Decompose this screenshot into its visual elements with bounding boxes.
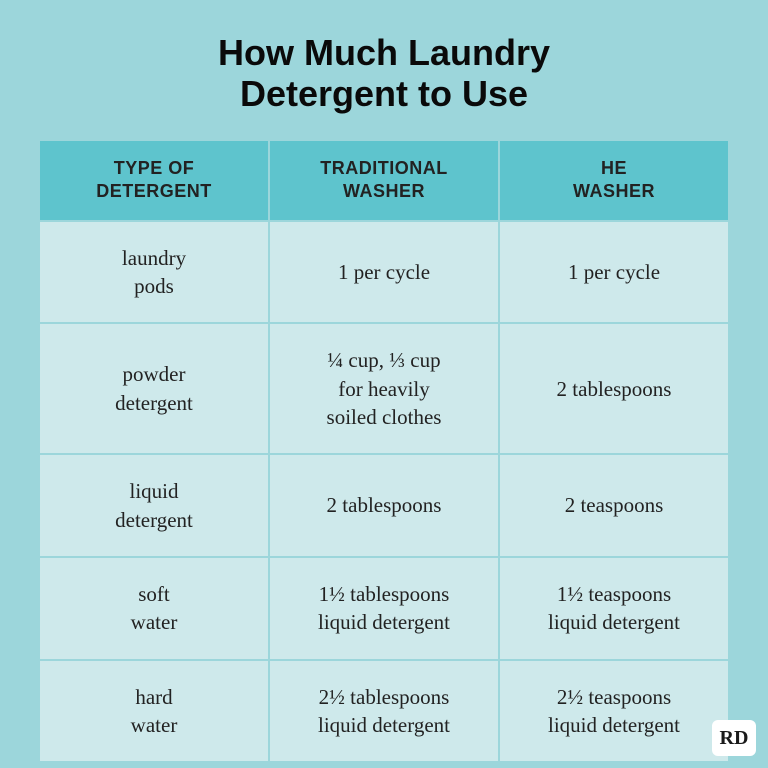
table-body: laundrypods 1 per cycle 1 per cycle powd…: [39, 221, 729, 763]
col-header-he: HEWASHER: [499, 140, 729, 221]
table-row: liquiddetergent 2 tablespoons 2 teaspoon…: [39, 454, 729, 557]
table-row: hardwater 2½ tablespoonsliquid detergent…: [39, 660, 729, 763]
cell-he: 2 tablespoons: [499, 323, 729, 454]
page-title: How Much Laundry Detergent to Use: [38, 32, 730, 115]
cell-he: 1½ teaspoonsliquid detergent: [499, 557, 729, 660]
detergent-table: TYPE OFDETERGENT TRADITIONALWASHER HEWAS…: [38, 139, 730, 764]
cell-type: hardwater: [39, 660, 269, 763]
cell-he: 2 teaspoons: [499, 454, 729, 557]
cell-type: liquiddetergent: [39, 454, 269, 557]
logo-text: RD: [720, 727, 749, 750]
cell-traditional: 2 tablespoons: [269, 454, 499, 557]
table-row: laundrypods 1 per cycle 1 per cycle: [39, 221, 729, 324]
cell-traditional: 2½ tablespoonsliquid detergent: [269, 660, 499, 763]
table-header: TYPE OFDETERGENT TRADITIONALWASHER HEWAS…: [39, 140, 729, 221]
table-row: softwater 1½ tablespoonsliquid detergent…: [39, 557, 729, 660]
cell-type: powderdetergent: [39, 323, 269, 454]
col-header-traditional: TRADITIONALWASHER: [269, 140, 499, 221]
title-line-2: Detergent to Use: [240, 73, 528, 114]
rd-logo: RD: [712, 720, 756, 756]
title-line-1: How Much Laundry: [218, 32, 550, 73]
cell-traditional: 1½ tablespoonsliquid detergent: [269, 557, 499, 660]
col-header-type: TYPE OFDETERGENT: [39, 140, 269, 221]
cell-traditional: 1 per cycle: [269, 221, 499, 324]
infographic-container: How Much Laundry Detergent to Use TYPE O…: [0, 0, 768, 768]
cell-he: 2½ teaspoonsliquid detergent: [499, 660, 729, 763]
table-row: powderdetergent ¼ cup, ⅓ cupfor heavilys…: [39, 323, 729, 454]
cell-traditional: ¼ cup, ⅓ cupfor heavilysoiled clothes: [269, 323, 499, 454]
cell-type: softwater: [39, 557, 269, 660]
cell-type: laundrypods: [39, 221, 269, 324]
cell-he: 1 per cycle: [499, 221, 729, 324]
